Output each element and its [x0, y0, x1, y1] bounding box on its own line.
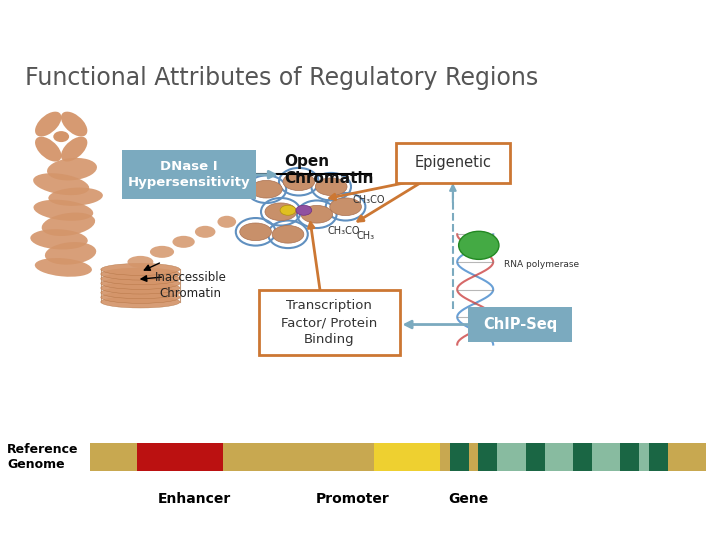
- Ellipse shape: [61, 112, 87, 137]
- Ellipse shape: [101, 268, 180, 280]
- Text: Transcription
Factor/ Protein
Binding: Transcription Factor/ Protein Binding: [282, 299, 377, 346]
- Bar: [222, 443, 374, 471]
- Ellipse shape: [42, 213, 95, 236]
- Ellipse shape: [195, 226, 215, 238]
- Bar: [592, 443, 621, 471]
- Ellipse shape: [101, 264, 180, 275]
- Bar: [639, 443, 649, 471]
- FancyBboxPatch shape: [468, 307, 572, 342]
- Bar: [90, 443, 138, 471]
- Ellipse shape: [272, 226, 304, 243]
- Text: RNA polymerase: RNA polymerase: [504, 260, 579, 269]
- Ellipse shape: [101, 296, 180, 308]
- Ellipse shape: [33, 200, 94, 221]
- Text: Functional Attributes of Regulatory Regions: Functional Attributes of Regulatory Regi…: [25, 66, 539, 90]
- Ellipse shape: [101, 291, 180, 303]
- FancyBboxPatch shape: [396, 143, 510, 183]
- Bar: [621, 443, 639, 471]
- Bar: [450, 443, 469, 471]
- Bar: [573, 443, 592, 471]
- Ellipse shape: [35, 137, 61, 161]
- Bar: [667, 443, 706, 471]
- Ellipse shape: [33, 173, 89, 195]
- Ellipse shape: [265, 203, 297, 220]
- Ellipse shape: [30, 229, 88, 249]
- Ellipse shape: [45, 242, 96, 265]
- Text: Promoter: Promoter: [316, 492, 390, 507]
- Ellipse shape: [101, 273, 180, 285]
- Bar: [441, 443, 450, 471]
- Ellipse shape: [217, 216, 236, 228]
- Text: CH₃CO: CH₃CO: [353, 195, 385, 205]
- Ellipse shape: [53, 131, 69, 142]
- Ellipse shape: [127, 256, 153, 268]
- Ellipse shape: [315, 178, 347, 195]
- Ellipse shape: [101, 282, 180, 294]
- Ellipse shape: [301, 205, 333, 223]
- Ellipse shape: [35, 258, 92, 276]
- Ellipse shape: [280, 205, 296, 215]
- Ellipse shape: [173, 236, 194, 248]
- Text: Enhancer: Enhancer: [158, 492, 231, 507]
- Ellipse shape: [101, 287, 180, 299]
- Text: ChIP-Seq: ChIP-Seq: [483, 317, 557, 332]
- Text: Inaccessible
Chromatin: Inaccessible Chromatin: [155, 271, 227, 300]
- Ellipse shape: [61, 137, 87, 161]
- Ellipse shape: [330, 198, 361, 215]
- Bar: [649, 443, 667, 471]
- Ellipse shape: [150, 246, 174, 258]
- Text: CH₃: CH₃: [356, 231, 374, 241]
- Ellipse shape: [240, 223, 271, 241]
- Bar: [478, 443, 498, 471]
- Text: 43: 43: [686, 12, 709, 30]
- Ellipse shape: [251, 180, 282, 198]
- Bar: [469, 443, 478, 471]
- Text: Gene: Gene: [448, 492, 488, 507]
- Ellipse shape: [35, 112, 61, 137]
- Ellipse shape: [101, 278, 180, 289]
- Ellipse shape: [296, 205, 312, 215]
- Text: DNase I
Hypersensitivity: DNase I Hypersensitivity: [127, 160, 251, 189]
- Text: CH₃CO: CH₃CO: [328, 226, 360, 237]
- FancyBboxPatch shape: [122, 150, 256, 199]
- Text: Open
Chromatin: Open Chromatin: [284, 154, 374, 186]
- Bar: [526, 443, 544, 471]
- Bar: [498, 443, 526, 471]
- Bar: [544, 443, 573, 471]
- Bar: [138, 443, 222, 471]
- Ellipse shape: [283, 173, 315, 191]
- Bar: [374, 443, 441, 471]
- Circle shape: [459, 231, 499, 259]
- Ellipse shape: [47, 158, 97, 180]
- Ellipse shape: [48, 187, 103, 206]
- Text: Reference
Genome: Reference Genome: [7, 443, 78, 471]
- FancyBboxPatch shape: [259, 291, 400, 355]
- Text: Epigenetic: Epigenetic: [415, 155, 491, 170]
